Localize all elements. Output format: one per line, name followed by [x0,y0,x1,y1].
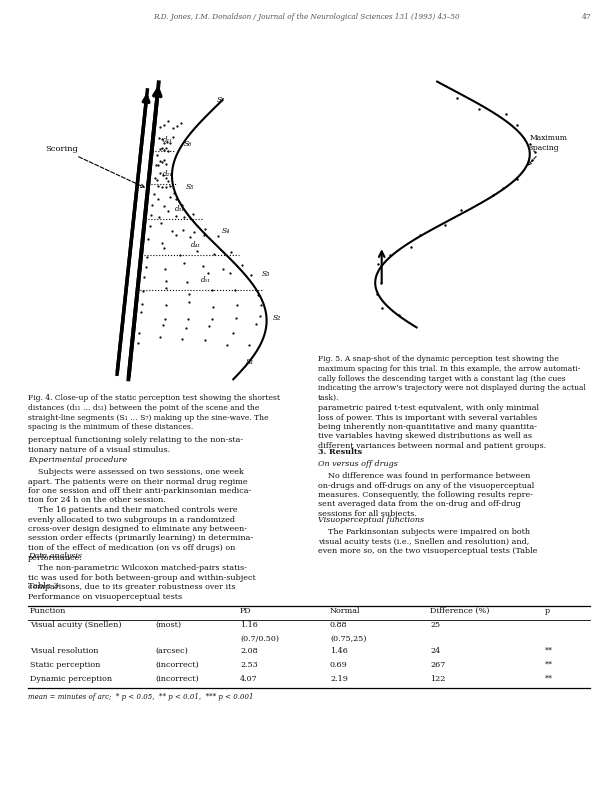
Text: **: ** [545,661,553,669]
Text: Maximum
spacing: Maximum spacing [528,135,568,165]
Text: Table 3: Table 3 [28,582,59,590]
Text: S₁: S₁ [246,357,254,366]
Text: S₇: S₇ [217,96,225,104]
Text: **: ** [545,675,553,683]
Text: PD: PD [240,607,252,615]
Text: parametric paired t-test equivalent, with only minimal
loss of power. This is im: parametric paired t-test equivalent, wit… [318,404,546,450]
Text: Visuoperceptual functions: Visuoperceptual functions [318,516,424,524]
Text: 25: 25 [430,621,440,629]
Text: Scoring: Scoring [45,145,144,188]
Text: S₃: S₃ [262,270,271,278]
Text: Difference (%): Difference (%) [430,607,490,615]
Text: **: ** [545,647,553,655]
Text: 24: 24 [430,647,440,655]
Text: 2.53: 2.53 [240,661,258,669]
Text: 1.16: 1.16 [240,621,258,629]
Text: 3. Results: 3. Results [318,448,362,456]
Text: Visual acuity (Snellen): Visual acuity (Snellen) [30,621,122,629]
Text: 47: 47 [582,13,592,21]
Text: Fig. 4. Close-up of the static perception test showing the shortest
distances (d: Fig. 4. Close-up of the static perceptio… [28,394,280,432]
Text: d₂₁: d₂₁ [163,169,173,177]
Text: 1.46: 1.46 [330,647,348,655]
Text: 0.88: 0.88 [330,621,348,629]
Text: d₃₁: d₃₁ [174,205,185,213]
Text: Static perception: Static perception [30,661,100,669]
Text: (0.7/0.50): (0.7/0.50) [240,635,279,643]
Text: (arcsec): (arcsec) [155,647,188,655]
Text: No difference was found in performance between
on-drugs and off-drugs on any of : No difference was found in performance b… [318,472,534,518]
Text: R.D. Jones, I.M. Donaldson / Journal of the Neurological Sciences 131 (1993) 43–: R.D. Jones, I.M. Donaldson / Journal of … [152,13,460,21]
Text: Subjects were assessed on two sessions, one week
apart. The patients were on the: Subjects were assessed on two sessions, … [28,468,253,562]
Text: mean = minutes of arc;  * p < 0.05,  ** p < 0.01,  *** p < 0.001: mean = minutes of arc; * p < 0.05, ** p … [28,693,253,701]
Text: Performance on visuoperceptual tests: Performance on visuoperceptual tests [28,593,182,601]
Text: d₁₁: d₁₁ [163,136,173,144]
Text: Dynamic perception: Dynamic perception [30,675,112,683]
Text: On versus off drugs: On versus off drugs [318,460,398,468]
Text: Normal: Normal [330,607,360,615]
Text: Visual resolution: Visual resolution [30,647,99,655]
Text: 0.69: 0.69 [330,661,348,669]
Text: d₅₁: d₅₁ [201,276,211,284]
Text: S₆: S₆ [184,139,192,147]
Text: (most): (most) [155,621,181,629]
Text: Function: Function [30,607,66,615]
Text: d₄₁: d₄₁ [190,241,201,249]
Text: Experimental procedure: Experimental procedure [28,456,127,464]
Text: 267: 267 [430,661,446,669]
Text: The Parkinsonian subjects were impaired on both
visual acuity tests (i.e., Snell: The Parkinsonian subjects were impaired … [318,528,537,555]
Text: p: p [545,607,550,615]
Text: (incorrect): (incorrect) [155,661,199,669]
Text: 2.19: 2.19 [330,675,348,683]
Text: perceptual functioning solely relating to the non-sta-
tionary nature of a visua: perceptual functioning solely relating t… [28,436,243,454]
Text: (0.75,25): (0.75,25) [330,635,367,643]
Text: 122: 122 [430,675,446,683]
Text: S₅: S₅ [186,183,194,191]
Text: 2.08: 2.08 [240,647,258,655]
Text: The non-parametric Wilcoxon matched-pairs statis-
tic was used for both between-: The non-parametric Wilcoxon matched-pair… [28,564,256,591]
Text: Data analysis: Data analysis [28,552,82,560]
Text: S₂: S₂ [273,314,282,322]
Text: 4.07: 4.07 [240,675,258,683]
Text: Fig. 5. A snap-shot of the dynamic perception test showing the
maximum spacing f: Fig. 5. A snap-shot of the dynamic perce… [318,355,586,402]
Text: (incorrect): (incorrect) [155,675,199,683]
Text: S₄: S₄ [222,227,230,234]
